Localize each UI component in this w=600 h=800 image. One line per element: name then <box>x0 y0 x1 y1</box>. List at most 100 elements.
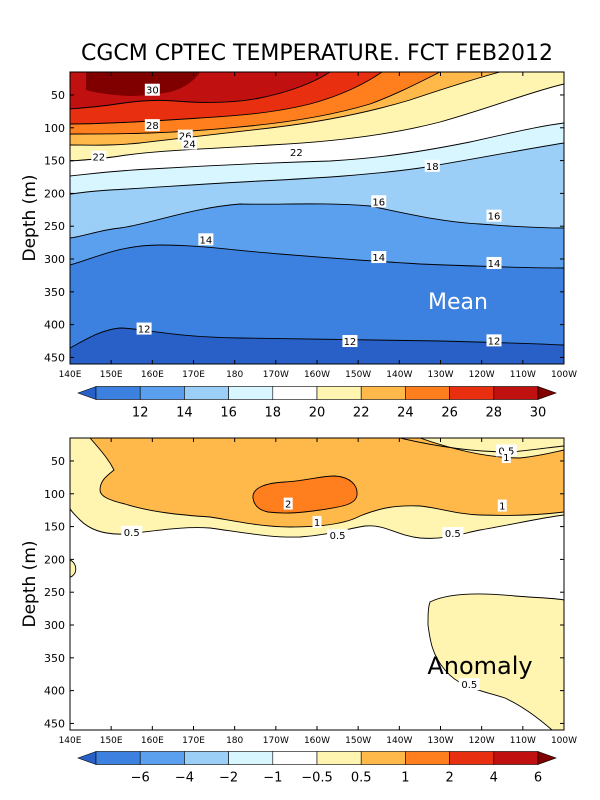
anomaly-colorbar-swatch <box>405 751 450 765</box>
anomaly-y-axis: 50 100 150 200 250 300 350 400 450 <box>44 455 564 730</box>
mean-contour-label-bg <box>136 322 152 335</box>
mean-contour-label-bg <box>371 251 387 264</box>
mean-colorbar-tick-label: 30 <box>530 406 547 421</box>
anomaly-colorbar-tick-label: −0.5 <box>301 771 333 786</box>
anomaly-colorbar-tick-label: 2 <box>445 771 453 786</box>
anomaly-contour-label-bg <box>501 451 511 464</box>
anomaly-colorbar: −6 −4 −2 −1 −0.5 0.5 1 2 4 6 <box>77 751 557 786</box>
anomaly-y-tick-label: 100 <box>44 488 65 501</box>
anomaly-contour-label: 0.5 <box>445 529 461 540</box>
anomaly-colorbar-swatch <box>449 751 495 765</box>
mean-x-tick-label: 170W <box>263 370 289 380</box>
mean-colorbar-tick-label: 28 <box>486 406 503 421</box>
mean-y-tick-label: 50 <box>51 89 65 102</box>
anomaly-colorbar-swatch <box>228 751 274 765</box>
mean-contour-label: 12 <box>344 337 357 348</box>
mean-y-tick-label: 250 <box>44 220 65 233</box>
mean-contour-label: 22 <box>92 153 105 164</box>
anomaly-x-tick-label: 180 <box>226 736 243 746</box>
mean-contour-label: 16 <box>488 212 501 223</box>
mean-contour-label-bg <box>198 233 214 246</box>
mean-contour-label-bg <box>342 335 358 348</box>
mean-y-tick-label: 400 <box>44 319 65 332</box>
mean-contour-label-bg <box>144 83 160 96</box>
anomaly-colorbar-swatch <box>272 751 318 765</box>
mean-filled-contours <box>70 72 564 364</box>
anomaly-x-axis: 140E 150E 160E 170E 180 170W 160W 150W 140W 130W 1… <box>59 438 577 746</box>
anomaly-colorbar-low-arrow <box>77 751 97 765</box>
mean-contour-label: 14 <box>199 235 212 246</box>
anomaly-contour-label: 1 <box>314 518 320 529</box>
anomaly-colorbar-swatch <box>184 751 229 765</box>
anomaly-x-tick-label: 150W <box>345 736 371 746</box>
mean-x-tick-label: 140W <box>386 370 412 380</box>
mean-x-tick-label: 130W <box>427 370 453 380</box>
anomaly-y-tick-label: 350 <box>44 652 65 665</box>
mean-colorbar-tick-label: 26 <box>441 406 458 421</box>
mean-y-axis: 50 100 150 200 250 300 350 400 450 <box>44 89 564 364</box>
anomaly-x-tick-label: 110W <box>510 736 536 746</box>
mean-contour-label: 28 <box>146 121 159 132</box>
anomaly-contour-labels: 0.512110.50.50.50.5 <box>121 444 517 691</box>
anomaly-y-tick-label: 300 <box>44 619 65 632</box>
mean-x-tick-label: 160W <box>304 370 330 380</box>
mean-contour-label-bg <box>486 209 502 222</box>
mean-contour-label-bg <box>486 334 502 347</box>
mean-x-tick-label: 180 <box>226 370 243 380</box>
mean-x-tick-label: 160E <box>141 370 164 380</box>
anomaly-y-tick-label: 150 <box>44 521 65 534</box>
mean-colorbar-tick-label: 18 <box>265 406 282 421</box>
mean-colorbar-swatch <box>449 386 495 400</box>
anomaly-y-tick-label: 400 <box>44 685 65 698</box>
mean-y-axis-label: Depth (m) <box>20 174 40 261</box>
mean-colorbar-high-arrow <box>537 386 557 400</box>
anomaly-colorbar-swatch <box>139 751 185 765</box>
mean-contour-label-bg <box>181 137 197 150</box>
mean-x-axis: 140E 150E 160E 170E 180 170W 160W 150W 140W 130W 1… <box>59 72 577 380</box>
mean-colorbar-tick-label: 22 <box>353 406 370 421</box>
mean-contour-lines <box>70 72 564 349</box>
mean-fill-core-dark <box>86 72 200 96</box>
mean-x-tick-label: 150W <box>345 370 371 380</box>
anomaly-x-tick-label: 130W <box>427 736 453 746</box>
mean-x-tick-label: 170E <box>182 370 205 380</box>
anomaly-colorbar-tick-label: −4 <box>175 771 194 786</box>
mean-contour-label: 12 <box>488 336 501 347</box>
mean-colorbar-tick-label: 24 <box>397 406 414 421</box>
anomaly-colorbar-swatch <box>95 751 141 765</box>
anomaly-colorbar-tick-label: −1 <box>263 771 282 786</box>
anomaly-colorbar-high-arrow <box>537 751 557 765</box>
anomaly-contour-label-bg <box>283 497 293 510</box>
mean-colorbar-tick-label: 16 <box>220 406 237 421</box>
mean-contour-label-bg <box>144 119 160 132</box>
anomaly-x-tick-label: 160W <box>304 736 330 746</box>
mean-y-tick-label: 100 <box>44 122 65 135</box>
anomaly-y-tick-label: 250 <box>44 586 65 599</box>
anomaly-contour-label-bg <box>121 525 143 538</box>
anomaly-x-tick-label: 100W <box>551 736 577 746</box>
anomaly-panel: 0.512110.50.50.50.5 140E150E160E170E1801… <box>20 437 577 746</box>
mean-colorbar-swatch <box>228 386 274 400</box>
anomaly-colorbar-swatch <box>493 751 539 765</box>
anomaly-x-tick-label: 120W <box>469 736 495 746</box>
mean-colorbar-tick-label: 12 <box>132 406 149 421</box>
mean-contour-label: 22 <box>290 148 303 159</box>
mean-contour-label: 14 <box>488 259 501 270</box>
anomaly-x-tick-label: 140E <box>59 736 82 746</box>
mean-y-tick-label: 350 <box>44 286 65 299</box>
mean-x-tick-label: 120W <box>469 370 495 380</box>
mean-x-tick-label: 100W <box>551 370 577 380</box>
mean-colorbar-swatch <box>360 386 406 400</box>
anomaly-colorbar-tick-label: 6 <box>534 771 542 786</box>
anomaly-contour-label: 0.5 <box>330 531 346 542</box>
anomaly-colorbar-tick-label: 1 <box>401 771 409 786</box>
anomaly-fill-east-patch <box>428 593 564 730</box>
figure-title: CGCM CPTEC TEMPERATURE. FCT FEB2012 <box>81 41 553 66</box>
anomaly-colorbar-swatch <box>360 751 406 765</box>
mean-colorbar-swatch <box>95 386 141 400</box>
anomaly-x-tick-label: 170E <box>182 736 205 746</box>
anomaly-fill-2-4 <box>252 476 358 514</box>
mean-x-tick-label: 150E <box>100 370 123 380</box>
anomaly-contour-label-bg <box>442 527 464 540</box>
